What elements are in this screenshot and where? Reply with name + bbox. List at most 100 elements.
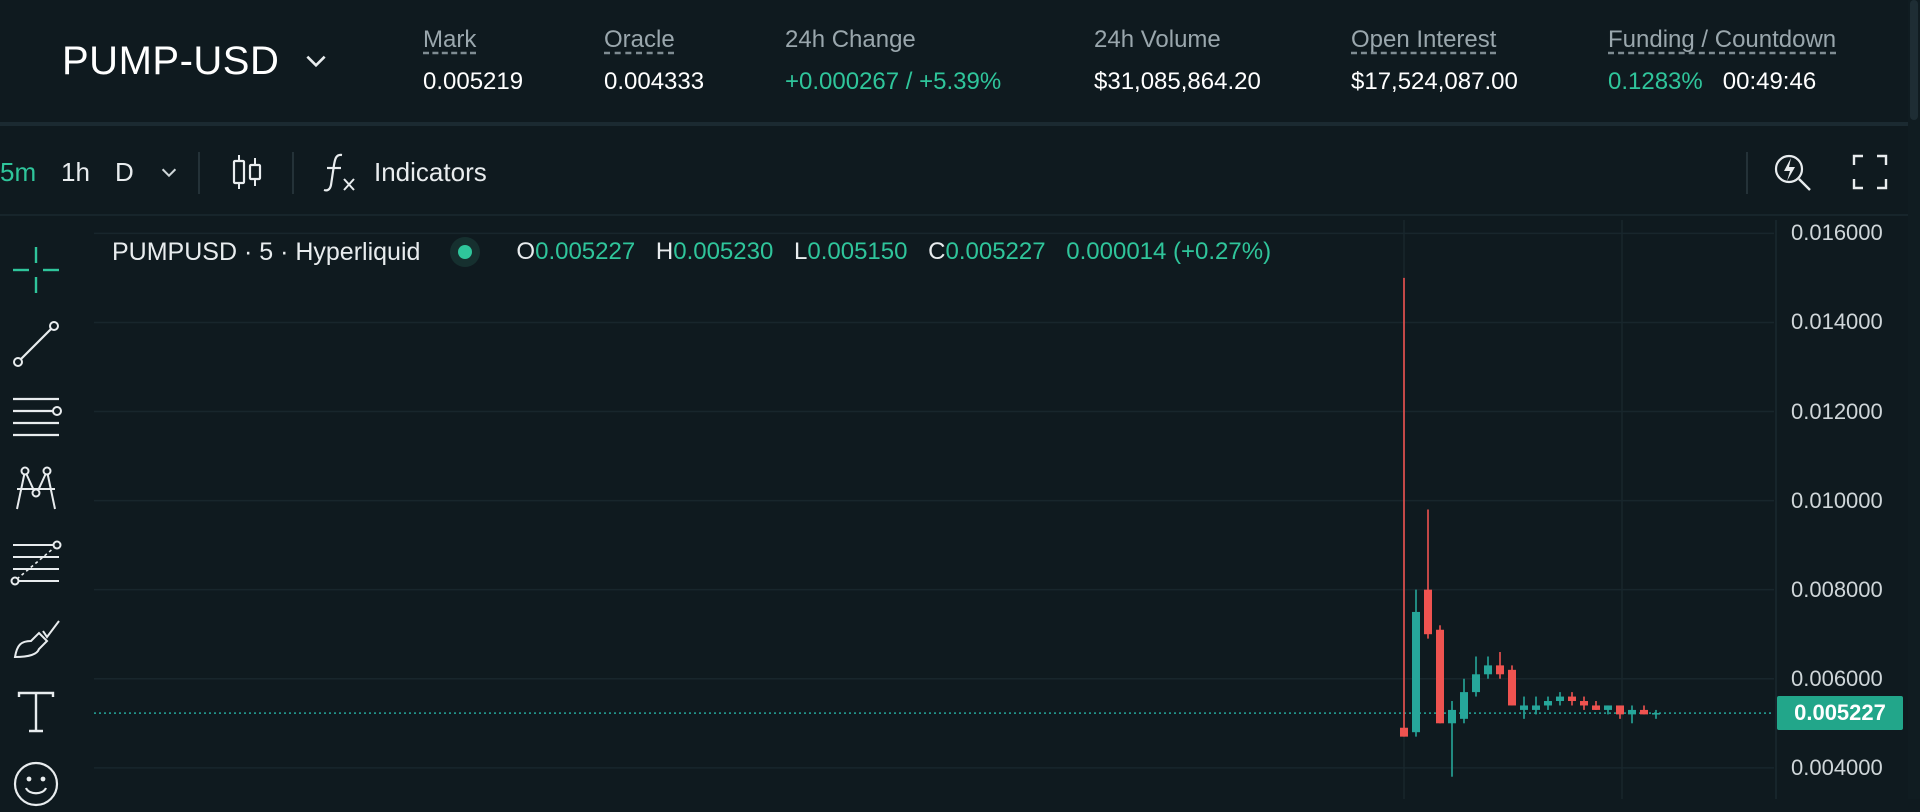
ohlc-values: O0.005227 H0.005230 L0.005150 C0.005227 … — [516, 238, 1285, 266]
market-status-indicator — [450, 237, 481, 267]
price-axis[interactable]: 0.016000 0.014000 0.012000 0.010000 0.008000… — [1775, 220, 1910, 799]
horizontal-lines-icon — [13, 397, 62, 437]
interval-5m[interactable]: 5m — [0, 156, 37, 187]
candle — [1484, 656, 1492, 679]
indicators-button[interactable]: Indicators — [322, 130, 487, 214]
stat-mark-label[interactable]: Mark — [423, 26, 477, 53]
trend-line-tool[interactable] — [8, 316, 64, 372]
chart-legend: PUMPUSD · 5 · Hyperliquid O0.005227 H0.0… — [112, 236, 1285, 268]
stat-open-interest-label[interactable]: Open Interest — [1351, 26, 1497, 53]
candle-body — [1604, 705, 1612, 710]
market-selector[interactable]: PUMP-USD — [62, 36, 329, 86]
stat-24h-change-label: 24h Change — [785, 26, 916, 53]
candle — [1640, 705, 1648, 715]
indicators-label: Indicators — [374, 156, 487, 187]
candle — [1436, 625, 1444, 724]
candle — [1628, 705, 1636, 724]
emoji-tool[interactable] — [8, 756, 64, 812]
open-value: 0.005227 — [535, 238, 636, 265]
pattern-icon — [16, 466, 56, 510]
price-tick-label: 0.016000 — [1791, 220, 1883, 246]
change-value: 0.000014 (+0.27%) — [1066, 238, 1272, 265]
candle — [1496, 652, 1504, 679]
price-tick-label: 0.010000 — [1791, 487, 1883, 513]
interval-d[interactable]: D — [115, 156, 134, 187]
stat-mark-value: 0.005219 — [423, 68, 524, 95]
fib-icon — [10, 540, 62, 586]
symbol-title[interactable]: PUMPUSD · 5 · Hyperliquid — [112, 237, 421, 266]
price-tick-label: 0.004000 — [1791, 754, 1883, 780]
candle-body — [1520, 705, 1528, 710]
low-key: L — [794, 238, 808, 265]
close-value: 0.005227 — [945, 238, 1046, 265]
last-price-tag: 0.005227 — [1777, 696, 1903, 731]
stat-24h-volume-value: $31,085,864.20 — [1094, 68, 1261, 95]
market-header: PUMP-USD Mark 0.005219 Oracle 0.004333 2… — [0, 0, 1908, 126]
quick-search-button[interactable] — [1772, 130, 1814, 214]
candle — [1652, 709, 1660, 719]
stat-oracle-value: 0.004333 — [604, 68, 705, 95]
candle-body — [1580, 701, 1588, 706]
stat-oracle-label[interactable]: Oracle — [604, 26, 675, 53]
close-key: C — [928, 238, 946, 265]
fib-tool[interactable] — [8, 536, 64, 592]
open-key: O — [516, 238, 536, 265]
candle — [1520, 696, 1528, 719]
interval-1h[interactable]: 1h — [61, 156, 90, 187]
candle — [1508, 665, 1516, 706]
candle — [1544, 696, 1552, 710]
fullscreen-icon — [1852, 154, 1888, 190]
brush-icon — [13, 620, 60, 659]
stat-oracle: Oracle 0.004333 — [604, 26, 704, 96]
horizontal-lines-tool[interactable] — [8, 388, 64, 444]
interval-dropdown[interactable] — [158, 130, 180, 214]
lightning-search-icon — [1774, 154, 1811, 191]
brush-tool[interactable] — [8, 610, 64, 666]
candle — [1532, 696, 1540, 715]
price-chart[interactable] — [94, 220, 1774, 799]
drawing-toolbar — [0, 214, 72, 807]
stat-open-interest: Open Interest $17,524,087.00 — [1351, 26, 1518, 96]
candle-body — [1460, 692, 1468, 719]
stat-funding-value: 0.1283% 00:49:46 — [1608, 68, 1836, 96]
candle-body — [1628, 709, 1636, 715]
chart-type-button[interactable] — [230, 130, 264, 214]
candle — [1472, 656, 1480, 697]
candle — [1616, 705, 1624, 719]
stat-24h-volume-label: 24h Volume — [1094, 26, 1221, 53]
candle-body — [1556, 696, 1564, 702]
chevron-down-icon — [161, 168, 177, 178]
candle-body — [1568, 696, 1576, 702]
candle-body — [1424, 589, 1432, 635]
candle-body — [1616, 705, 1624, 715]
stat-funding: Funding / Countdown 0.1283% 00:49:46 — [1608, 26, 1836, 96]
page-scrollbar[interactable] — [1908, 0, 1920, 799]
fullscreen-button[interactable] — [1852, 130, 1888, 214]
candle — [1592, 701, 1600, 710]
stat-24h-change-value: +0.000267 / +5.39% — [785, 68, 1002, 95]
candle — [1568, 692, 1576, 706]
pattern-tool[interactable] — [8, 462, 64, 518]
candle-body — [1448, 709, 1456, 724]
text-tool[interactable] — [8, 684, 64, 740]
candle — [1424, 509, 1432, 639]
stat-funding-label[interactable]: Funding / Countdown — [1608, 26, 1837, 53]
high-value: 0.005230 — [673, 238, 774, 265]
funding-countdown: 00:49:46 — [1722, 68, 1817, 95]
high-key: H — [655, 238, 674, 265]
candle-body — [1496, 665, 1504, 675]
candle — [1412, 589, 1420, 737]
candle-body — [1640, 709, 1648, 715]
candle-body — [1484, 665, 1492, 675]
candlestick-icon — [232, 155, 262, 189]
candle — [1556, 692, 1564, 706]
candle-body — [1532, 705, 1540, 710]
candle-body — [1544, 701, 1552, 706]
candle-body — [1400, 727, 1408, 737]
function-icon — [323, 153, 355, 192]
price-tick-label: 0.008000 — [1791, 576, 1883, 602]
candle-body — [1412, 611, 1420, 733]
crosshair-tool[interactable] — [8, 242, 64, 298]
price-tick-label: 0.014000 — [1791, 309, 1883, 335]
candle — [1604, 705, 1612, 715]
